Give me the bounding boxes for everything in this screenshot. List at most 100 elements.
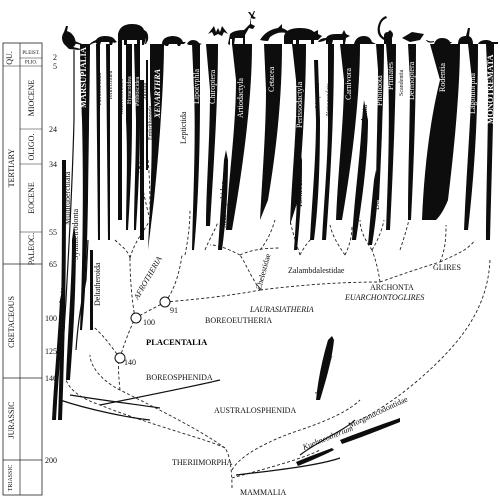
epoch-paleoc: PALEOC. <box>27 233 36 265</box>
rhinoceros-silhouette <box>284 28 322 44</box>
spindle-pholidota <box>376 44 384 200</box>
tick-65: 65 <box>49 260 57 269</box>
label-litopterna: Litopterna <box>315 83 321 108</box>
spindle-notoungulata <box>322 44 334 240</box>
label-leptictida: Leptictida <box>179 111 188 144</box>
tick-125: 125 <box>45 347 57 356</box>
era-triassic: TRIASSIC <box>8 465 14 492</box>
time-scale-frame <box>2 42 43 496</box>
label-primates: Primates <box>386 62 395 90</box>
label-rodentia: Rodentia <box>438 63 447 92</box>
elephant-silhouette <box>118 24 149 45</box>
spindle-austrolosphenida <box>316 336 334 400</box>
spindle-tenrecoidea <box>106 44 110 240</box>
label-mesonychidae: Mesonychidae <box>219 181 228 228</box>
node-140-label: 140 <box>124 358 136 367</box>
spindle-symmetrodonta <box>66 225 76 380</box>
label-mammalia: MAMMALIA <box>240 488 286 497</box>
label-dinocerata: Dinocerata <box>372 174 381 210</box>
label-notoungulata: Notoungulata <box>326 83 332 116</box>
node-markers: 100 91 140 <box>114 296 178 367</box>
label-artiodactyla: Artiodactyla <box>236 78 245 118</box>
label-hyracoidea: Hyracoidea <box>127 76 133 104</box>
spindle-triconodonta <box>52 290 64 420</box>
node-100-circle <box>130 312 142 324</box>
label-marsupialia: MARSUPIALIA <box>78 46 88 108</box>
label-taeniodonta: Taeniodonta <box>295 168 304 208</box>
label-carnivora: Carnivora <box>344 68 353 100</box>
epoch-oligo: OLIGO. <box>27 134 36 161</box>
label-laurasiatheria: LAURASIATHERIA <box>249 305 314 314</box>
spindle-deltatheroida <box>90 250 93 330</box>
label-macroscelidea: Macroscelidea <box>119 79 125 114</box>
label-tenrecoidea: Tenrecoidea <box>108 70 114 100</box>
rabbit-silhouette <box>458 28 473 44</box>
shrew-silhouette <box>187 40 202 45</box>
armadillo-silhouette <box>162 36 186 46</box>
label-glires: GLIRES <box>433 263 461 272</box>
tick-34: 34 <box>49 160 57 169</box>
spindle-lipotyphla <box>192 44 200 250</box>
spindle-taeniodonta <box>294 150 302 250</box>
label-tubulidentata: Tubulidentata <box>97 73 103 106</box>
tick-5: 5 <box>53 62 57 71</box>
tick-200: 200 <box>45 456 57 465</box>
dolphin-silhouette <box>260 24 290 41</box>
label-lagomorpha: Lagomorpha <box>468 73 477 114</box>
fox-silhouette <box>318 30 350 44</box>
label-euarchontoglires: EUARCHONTOGLIRES <box>344 293 424 302</box>
deer-silhouette <box>228 11 256 45</box>
label-placentalia: PLACENTALIA <box>146 337 208 347</box>
label-proboscidea: Proboscidea <box>135 76 141 106</box>
label-triconodonta: Triconodonta <box>58 287 67 330</box>
label-theriimorpha: THERIIMORPHA <box>172 458 233 467</box>
label-xenarthra: XENARTHRA <box>153 68 162 119</box>
rat-silhouette <box>426 38 452 44</box>
opossum-silhouette <box>89 36 117 45</box>
lemur-silhouette <box>377 16 393 44</box>
node-100-label: 100 <box>143 318 155 327</box>
label-deltatheroida: Deltatheroida <box>93 262 102 306</box>
label-boreosphenida: BOREOSPHENIDA <box>146 373 213 382</box>
label-creodonta: Creodonta <box>360 104 369 138</box>
label-morganucodontidae: Morganucodontidae <box>347 394 409 430</box>
bat-silhouette <box>208 26 228 36</box>
spindle-artiodactyla <box>226 44 252 230</box>
spindle-litopterna <box>310 60 320 240</box>
label-lipotyphla: Lipotyphla <box>192 68 201 104</box>
time-scale: QU. PLEIST. PLIO. TERTIARY MIOCENE OLIGO… <box>2 42 57 496</box>
solid-lineages <box>59 50 356 476</box>
epoch-eocene: EOCENE <box>27 182 36 214</box>
pangolin-silhouette <box>352 36 376 44</box>
label-chiroptera: Chiroptera <box>208 69 217 104</box>
tick-55: 55 <box>49 228 57 237</box>
spindle-proboscidea <box>134 44 140 230</box>
label-dermoptera: Dermoptera <box>407 61 416 100</box>
spindle-hyracoidea <box>126 44 132 230</box>
label-cetacea: Cetacea <box>267 66 276 92</box>
era-jurassic: JURASSIC <box>7 402 16 439</box>
label-pholidota: Pholidota <box>375 75 384 106</box>
epoch-miocene: MIOCENE <box>27 80 36 117</box>
silhouettes <box>62 11 498 50</box>
spindle-perissodactyla <box>290 44 306 225</box>
spindle-kuehneotherium <box>296 448 334 466</box>
label-sirenia: Sirenia <box>142 83 148 100</box>
spindle-primates <box>386 44 396 230</box>
label-afrotheria: AFROTHERIA <box>131 255 163 302</box>
label-australosphenida: AUSTRALOSPHENIDA <box>214 406 296 415</box>
label-archonta: ARCHONTA <box>370 283 414 292</box>
label-scandentia: Scandentia <box>399 69 405 96</box>
tick-100: 100 <box>45 314 57 323</box>
node-91-label: 91 <box>170 306 178 315</box>
epoch-pleist: PLEIST. <box>22 51 39 56</box>
label-boreoeutheria: BOREOEUTHERIA <box>205 316 272 325</box>
spindle-cetacea <box>260 44 282 220</box>
era-tertiary: TERTIARY <box>7 148 16 187</box>
spindle-lagomorpha <box>464 44 478 230</box>
label-zalambdalestidae: Zalambdalestidae <box>288 266 345 275</box>
clade-spindles <box>52 44 494 466</box>
spindle-marsupialia <box>80 44 90 330</box>
